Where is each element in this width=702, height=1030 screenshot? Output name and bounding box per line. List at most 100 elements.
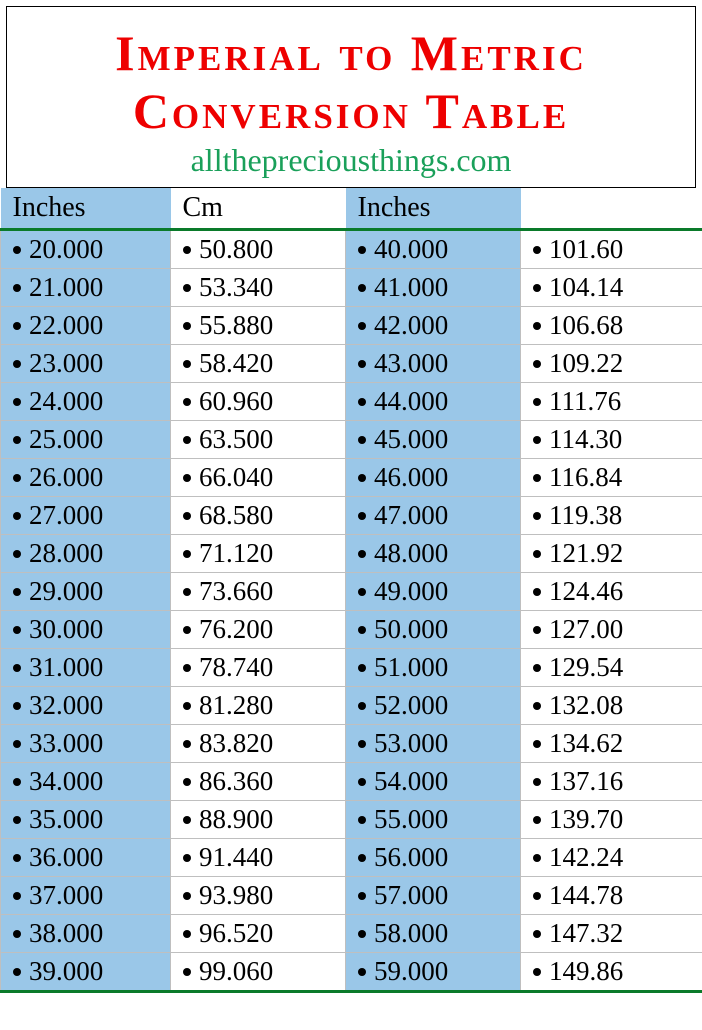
bullet-icon [13, 778, 21, 786]
cell-value: 29.000 [29, 576, 103, 606]
table-cell: 29.000 [1, 573, 171, 611]
table-cell: 63.500 [171, 421, 346, 459]
table-row: 21.00053.34041.000104.14 [1, 269, 702, 307]
bullet-icon [183, 968, 191, 976]
table-row: 20.00050.80040.000101.60 [1, 230, 702, 269]
bullet-icon [183, 588, 191, 596]
bullet-icon [358, 626, 366, 634]
bullet-icon [358, 246, 366, 254]
table-cell: 76.200 [171, 611, 346, 649]
column-header [521, 188, 702, 230]
table-cell: 101.60 [521, 230, 702, 269]
cell-value: 127.00 [549, 614, 623, 644]
cell-value: 106.68 [549, 310, 623, 340]
bullet-icon [13, 284, 21, 292]
table-row: 28.00071.12048.000121.92 [1, 535, 702, 573]
cell-value: 129.54 [549, 652, 623, 682]
bullet-icon [533, 702, 541, 710]
bullet-icon [533, 854, 541, 862]
table-cell: 83.820 [171, 725, 346, 763]
cell-value: 78.740 [199, 652, 273, 682]
table-cell: 25.000 [1, 421, 171, 459]
table-cell: 53.000 [346, 725, 521, 763]
table-cell: 124.46 [521, 573, 702, 611]
bullet-icon [183, 892, 191, 900]
cell-value: 147.32 [549, 918, 623, 948]
cell-value: 58.000 [374, 918, 448, 948]
cell-value: 58.420 [199, 348, 273, 378]
cell-value: 132.08 [549, 690, 623, 720]
cell-value: 49.000 [374, 576, 448, 606]
bullet-icon [358, 474, 366, 482]
table-cell: 55.000 [346, 801, 521, 839]
cell-value: 38.000 [29, 918, 103, 948]
bullet-icon [358, 512, 366, 520]
bullet-icon [358, 664, 366, 672]
bullet-icon [358, 284, 366, 292]
table-cell: 137.16 [521, 763, 702, 801]
page-title: Imperial to Metric Conversion Table [7, 25, 695, 140]
bullet-icon [358, 360, 366, 368]
cell-value: 55.880 [199, 310, 273, 340]
cell-value: 53.340 [199, 272, 273, 302]
bullet-icon [13, 702, 21, 710]
table-row: 25.00063.50045.000114.30 [1, 421, 702, 459]
cell-value: 52.000 [374, 690, 448, 720]
table-cell: 60.960 [171, 383, 346, 421]
cell-value: 53.000 [374, 728, 448, 758]
cell-value: 43.000 [374, 348, 448, 378]
cell-value: 30.000 [29, 614, 103, 644]
bullet-icon [533, 892, 541, 900]
table-cell: 26.000 [1, 459, 171, 497]
table-row: 30.00076.20050.000127.00 [1, 611, 702, 649]
bullet-icon [183, 930, 191, 938]
bullet-icon [13, 398, 21, 406]
table-cell: 30.000 [1, 611, 171, 649]
bullet-icon [533, 778, 541, 786]
bullet-icon [13, 740, 21, 748]
bullet-icon [533, 740, 541, 748]
cell-value: 57.000 [374, 880, 448, 910]
bullet-icon [183, 284, 191, 292]
table-cell: 21.000 [1, 269, 171, 307]
bullet-icon [183, 854, 191, 862]
table-cell: 24.000 [1, 383, 171, 421]
cell-value: 91.440 [199, 842, 273, 872]
bullet-icon [358, 968, 366, 976]
cell-value: 137.16 [549, 766, 623, 796]
cell-value: 35.000 [29, 804, 103, 834]
table-cell: 40.000 [346, 230, 521, 269]
bullet-icon [533, 322, 541, 330]
table-cell: 116.84 [521, 459, 702, 497]
cell-value: 76.200 [199, 614, 273, 644]
bullet-icon [13, 816, 21, 824]
cell-value: 101.60 [549, 234, 623, 264]
bullet-icon [533, 930, 541, 938]
table-cell: 144.78 [521, 877, 702, 915]
table-cell: 81.280 [171, 687, 346, 725]
cell-value: 124.46 [549, 576, 623, 606]
bullet-icon [358, 930, 366, 938]
table-cell: 86.360 [171, 763, 346, 801]
cell-value: 59.000 [374, 956, 448, 986]
bullet-icon [358, 322, 366, 330]
cell-value: 22.000 [29, 310, 103, 340]
bullet-icon [533, 436, 541, 444]
table-cell: 43.000 [346, 345, 521, 383]
cell-value: 139.70 [549, 804, 623, 834]
table-cell: 99.060 [171, 953, 346, 992]
cell-value: 149.86 [549, 956, 623, 986]
table-cell: 59.000 [346, 953, 521, 992]
table-cell: 54.000 [346, 763, 521, 801]
cell-value: 119.38 [549, 500, 622, 530]
cell-value: 51.000 [374, 652, 448, 682]
bullet-icon [533, 626, 541, 634]
table-cell: 48.000 [346, 535, 521, 573]
cell-value: 31.000 [29, 652, 103, 682]
table-row: 36.00091.44056.000142.24 [1, 839, 702, 877]
bullet-icon [183, 246, 191, 254]
table-cell: 127.00 [521, 611, 702, 649]
cell-value: 45.000 [374, 424, 448, 454]
table-cell: 91.440 [171, 839, 346, 877]
bullet-icon [533, 968, 541, 976]
